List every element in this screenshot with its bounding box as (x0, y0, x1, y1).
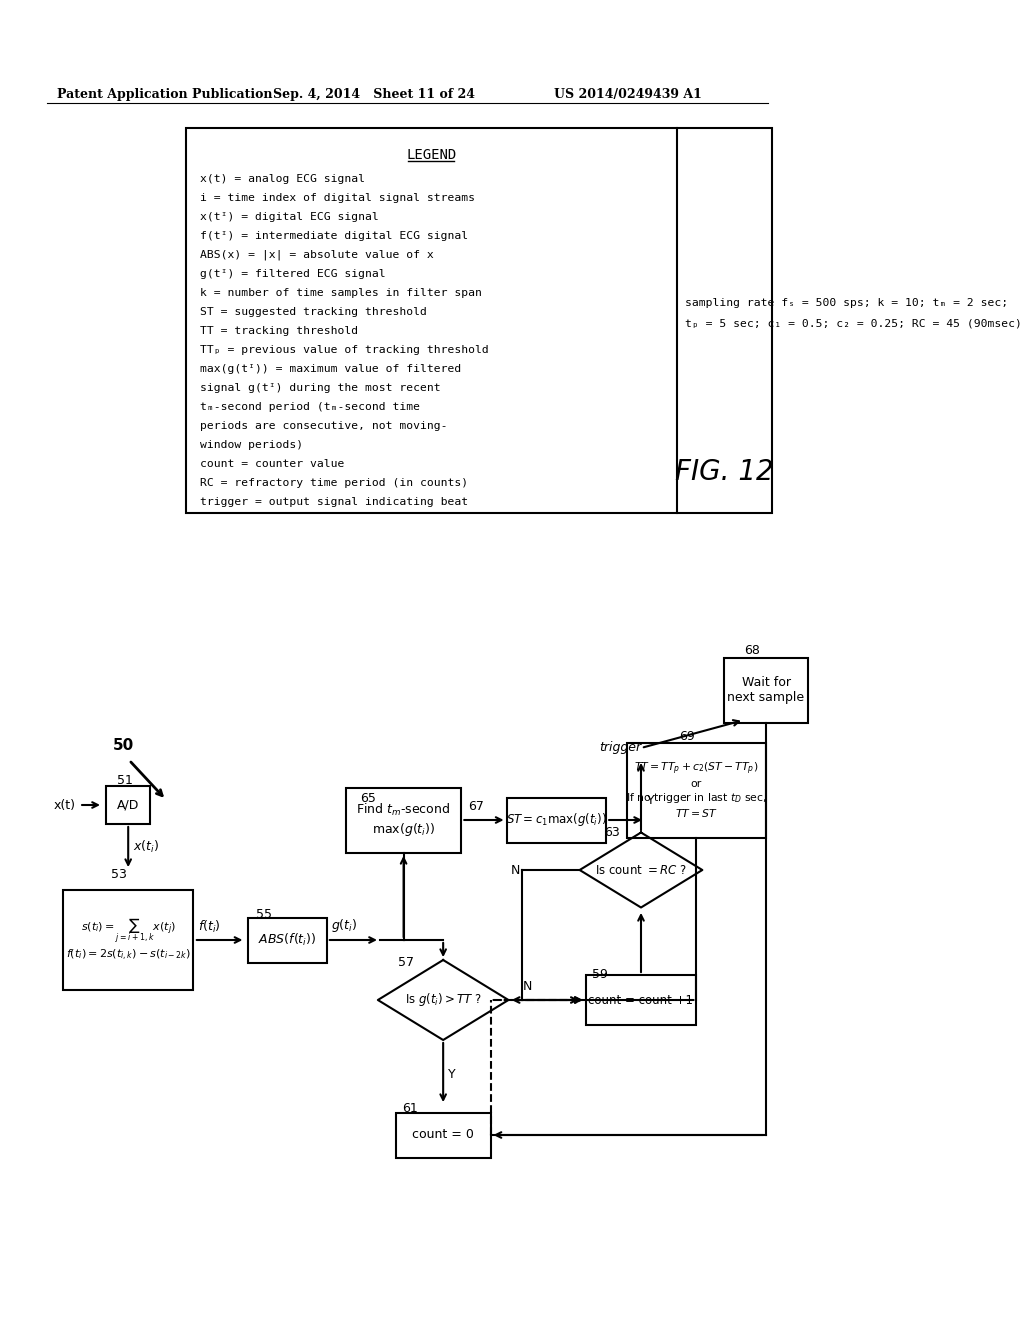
Text: Y: Y (646, 793, 654, 807)
Text: periods are consecutive, not moving-: periods are consecutive, not moving- (201, 421, 447, 432)
Text: f(tᴵ) = intermediate digital ECG signal: f(tᴵ) = intermediate digital ECG signal (201, 231, 468, 242)
Text: 59: 59 (592, 968, 608, 981)
Text: FIG. 12: FIG. 12 (675, 458, 773, 486)
Text: g(tᴵ) = filtered ECG signal: g(tᴵ) = filtered ECG signal (201, 269, 386, 279)
Text: 67: 67 (469, 800, 484, 813)
Text: window periods): window periods) (201, 440, 303, 450)
Text: Wait for
next sample: Wait for next sample (727, 676, 805, 704)
Text: 61: 61 (402, 1101, 418, 1114)
Bar (346, 788, 461, 853)
Text: 63: 63 (604, 825, 620, 838)
Text: 69: 69 (679, 730, 694, 743)
Text: sampling rate fₛ = 500 sps; k = 10; tₘ = 2 sec;: sampling rate fₛ = 500 sps; k = 10; tₘ =… (684, 298, 1008, 308)
Text: ABS(x) = |x| = absolute value of x: ABS(x) = |x| = absolute value of x (201, 249, 434, 260)
Text: count = counter value: count = counter value (201, 459, 345, 469)
Text: N: N (522, 981, 531, 994)
Bar (395, 1113, 490, 1158)
Text: tₚ = 5 sec; c₁ = 0.5; c₂ = 0.25; RC = 45 (90msec): tₚ = 5 sec; c₁ = 0.5; c₂ = 0.25; RC = 45… (684, 318, 1021, 327)
Text: tₘ-second period (tₘ-second time: tₘ-second period (tₘ-second time (201, 403, 420, 412)
Polygon shape (378, 960, 509, 1040)
Text: 55: 55 (256, 908, 271, 921)
Text: Patent Application Publication: Patent Application Publication (57, 88, 272, 102)
Text: ST = suggested tracking threshold: ST = suggested tracking threshold (201, 308, 427, 317)
Text: x(t) = analog ECG signal: x(t) = analog ECG signal (201, 174, 366, 183)
Text: trigger = output signal indicating beat: trigger = output signal indicating beat (201, 498, 468, 507)
Text: 51: 51 (117, 774, 133, 787)
Text: LEGEND: LEGEND (407, 148, 457, 162)
Polygon shape (580, 833, 702, 908)
Text: count = 0: count = 0 (413, 1129, 474, 1142)
Text: 57: 57 (398, 956, 414, 969)
Text: Find $t_m$-second
$\max(g(t_i))$: Find $t_m$-second $\max(g(t_i))$ (356, 803, 451, 838)
Text: 68: 68 (743, 644, 760, 656)
Text: $s(t_i) = \sum_{j=i+1,k} x(t_j)$
$f(t_i) = 2s(t_{i,k}) - s(t_{i-2k})$: $s(t_i) = \sum_{j=i+1,k} x(t_j)$ $f(t_i)… (66, 917, 190, 964)
Text: Sep. 4, 2014   Sheet 11 of 24: Sep. 4, 2014 Sheet 11 of 24 (273, 88, 475, 102)
Bar (186, 128, 771, 513)
Text: US 2014/0249439 A1: US 2014/0249439 A1 (554, 88, 701, 102)
Text: 65: 65 (360, 792, 376, 804)
Text: Is $g(t_i) > TT$ ?: Is $g(t_i) > TT$ ? (404, 991, 481, 1008)
Text: count = count +1: count = count +1 (589, 994, 693, 1006)
Bar (62, 890, 194, 990)
Bar (248, 917, 327, 962)
Text: $TT = TT_p + c_2(ST - TT_p)$
or
If no trigger in last $t_D$ sec,
$TT = ST$: $TT = TT_p + c_2(ST - TT_p)$ or If no tr… (626, 762, 767, 818)
Text: RC = refractory time period (in counts): RC = refractory time period (in counts) (201, 478, 468, 488)
Bar (586, 975, 696, 1026)
Text: $x(t_i)$: $x(t_i)$ (133, 840, 159, 855)
Text: x(tᴵ) = digital ECG signal: x(tᴵ) = digital ECG signal (201, 213, 379, 222)
Text: $f(t_i)$: $f(t_i)$ (198, 919, 220, 935)
Bar (627, 742, 766, 837)
Text: max(g(tᴵ)) = maximum value of filtered: max(g(tᴵ)) = maximum value of filtered (201, 364, 462, 374)
Text: A/D: A/D (117, 799, 139, 812)
Text: 50: 50 (114, 738, 134, 752)
Bar (725, 657, 808, 722)
Text: trigger: trigger (599, 742, 641, 755)
Text: x(t): x(t) (54, 799, 76, 812)
Text: signal g(tᴵ) during the most recent: signal g(tᴵ) during the most recent (201, 383, 441, 393)
Text: N: N (510, 863, 520, 876)
Text: TTₚ = previous value of tracking threshold: TTₚ = previous value of tracking thresho… (201, 345, 489, 355)
Bar (106, 785, 150, 824)
Text: 53: 53 (111, 869, 127, 882)
Text: $g(t_i)$: $g(t_i)$ (331, 917, 357, 935)
Text: i = time index of digital signal streams: i = time index of digital signal streams (201, 193, 475, 203)
Text: $ABS(f(t_i))$: $ABS(f(t_i))$ (258, 932, 316, 948)
Text: k = number of time samples in filter span: k = number of time samples in filter spa… (201, 288, 482, 298)
Text: Is count $= RC$ ?: Is count $= RC$ ? (595, 863, 687, 876)
Bar (507, 797, 606, 842)
Text: Y: Y (447, 1068, 456, 1081)
Text: $ST = c_1\max(g(t_i))$: $ST = c_1\max(g(t_i))$ (506, 812, 606, 829)
Text: TT = tracking threshold: TT = tracking threshold (201, 326, 358, 337)
